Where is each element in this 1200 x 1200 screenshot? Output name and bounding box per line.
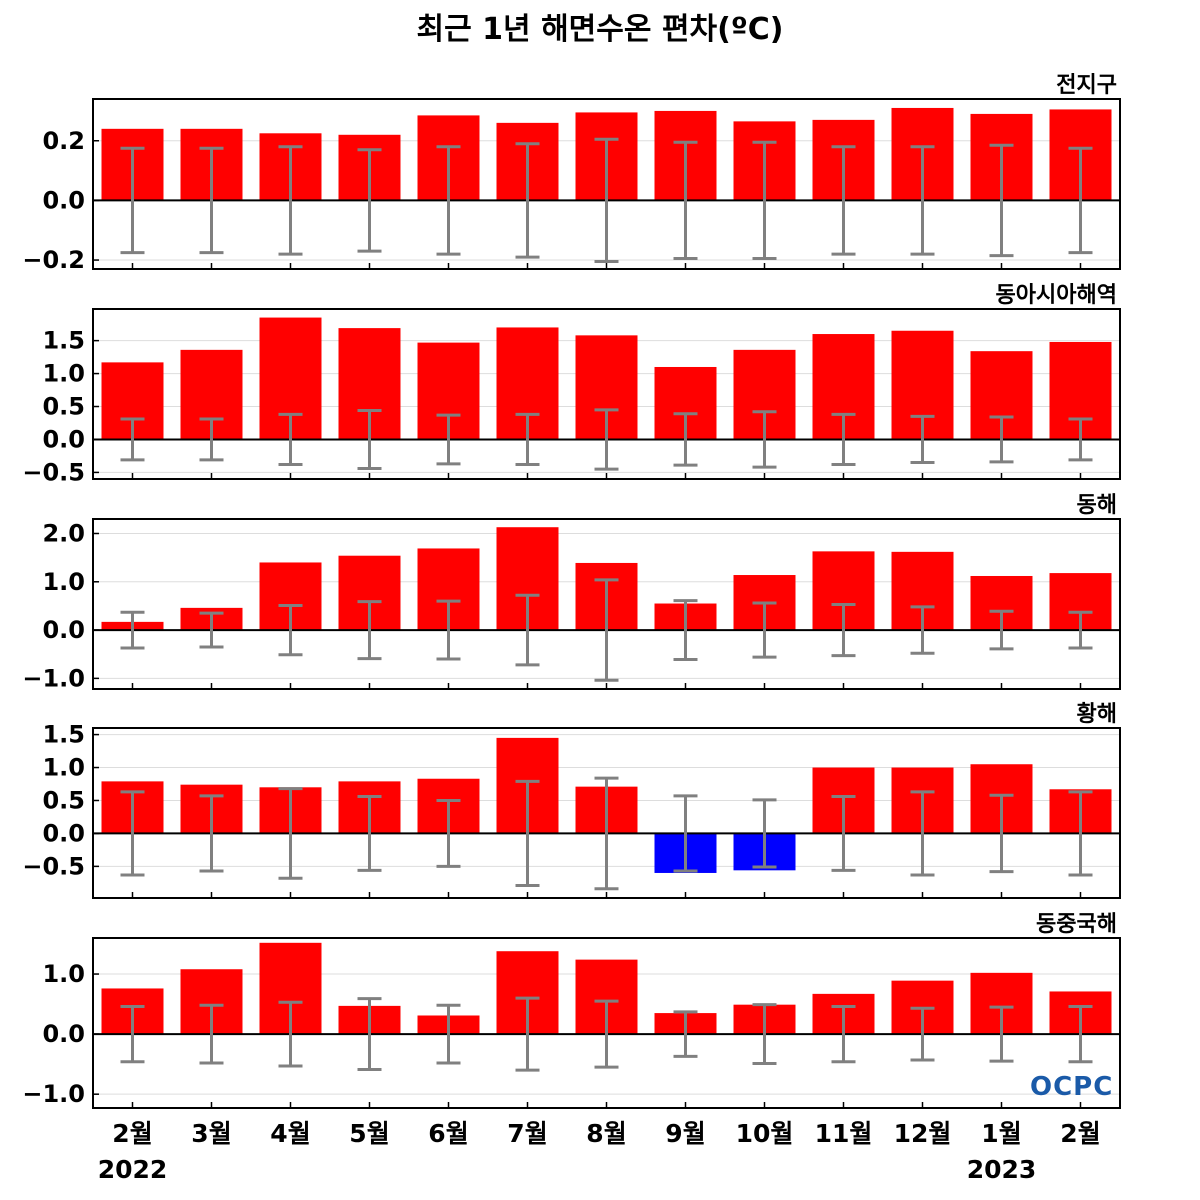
x-tick-label: 11월 bbox=[815, 1119, 873, 1148]
y-tick-label: 0.0 bbox=[42, 186, 85, 214]
panel-frame bbox=[92, 727, 1121, 899]
y-tick-label: −1.0 bbox=[22, 664, 85, 692]
x-tick-label: 2월 bbox=[1060, 1119, 1100, 1148]
panel-frame bbox=[92, 937, 1121, 1109]
y-tick-label: 1.0 bbox=[42, 754, 85, 782]
y-tick-label: −0.2 bbox=[22, 246, 85, 274]
x-tick-label: 5월 bbox=[349, 1119, 389, 1148]
panel-title: 동아시아해역 bbox=[996, 283, 1117, 308]
chart-title: 최근 1년 해면수온 편차(ºC) bbox=[416, 12, 784, 47]
y-tick-label: 1.5 bbox=[42, 721, 85, 749]
y-tick-label: 1.5 bbox=[42, 327, 85, 355]
x-tick-label: 8월 bbox=[586, 1119, 626, 1148]
y-tick-label: 0.0 bbox=[42, 425, 85, 453]
y-tick-label: 1.0 bbox=[42, 960, 85, 988]
y-tick-label: −0.5 bbox=[22, 458, 85, 486]
panel-frame bbox=[92, 308, 1121, 480]
x-tick-label: 4월 bbox=[270, 1119, 310, 1148]
y-tick-label: 0.0 bbox=[42, 616, 85, 644]
ocpc-logo: OCPC bbox=[1030, 1072, 1114, 1102]
y-tick-label: −0.5 bbox=[22, 852, 85, 880]
y-tick-label: 0.2 bbox=[42, 127, 85, 155]
y-tick-label: 1.0 bbox=[42, 568, 85, 596]
panel-frame bbox=[92, 98, 1121, 270]
year-label: 2023 bbox=[967, 1155, 1037, 1184]
y-tick-label: 0.5 bbox=[42, 393, 85, 421]
year-label: 2022 bbox=[98, 1155, 168, 1184]
panel-title: 황해 bbox=[1077, 702, 1117, 727]
x-tick-label: 12월 bbox=[894, 1119, 952, 1148]
panel-title: 전지구 bbox=[1056, 73, 1117, 98]
panel-frame bbox=[92, 518, 1121, 690]
y-tick-label: 2.0 bbox=[42, 519, 85, 547]
panel-title: 동해 bbox=[1077, 493, 1117, 518]
panel-title: 동중국해 bbox=[1036, 912, 1117, 937]
x-tick-label: 7월 bbox=[507, 1119, 547, 1148]
y-tick-label: 1.0 bbox=[42, 360, 85, 388]
y-tick-label: 0.0 bbox=[42, 1020, 85, 1048]
x-tick-label: 10월 bbox=[736, 1119, 794, 1148]
x-tick-label: 3월 bbox=[191, 1119, 231, 1148]
x-tick-label: 1월 bbox=[981, 1119, 1021, 1148]
x-tick-label: 6월 bbox=[428, 1119, 468, 1148]
y-tick-label: 0.0 bbox=[42, 819, 85, 847]
x-tick-label: 2월 bbox=[112, 1119, 152, 1148]
y-tick-label: 0.5 bbox=[42, 786, 85, 814]
x-tick-label: 9월 bbox=[665, 1119, 705, 1148]
y-tick-label: −1.0 bbox=[22, 1080, 85, 1108]
